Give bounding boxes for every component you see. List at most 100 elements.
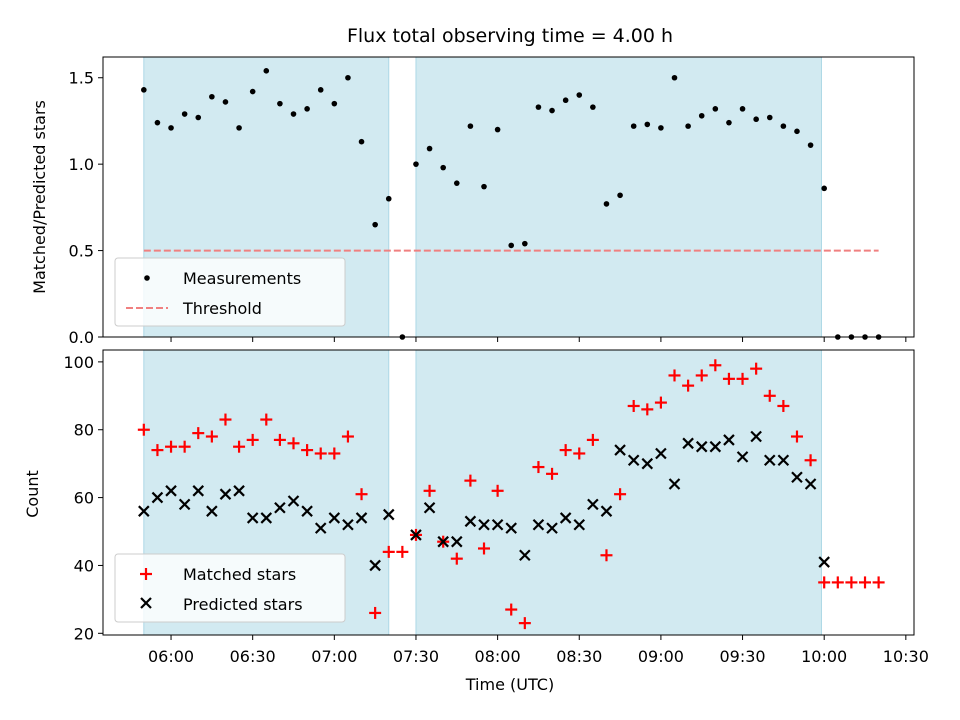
predicted-star-point xyxy=(451,535,463,548)
matched-star-point xyxy=(859,576,872,589)
predicted-star-point xyxy=(777,454,790,467)
matched-star-point xyxy=(205,430,218,443)
measurement-point xyxy=(766,114,773,121)
predicted-star-point xyxy=(709,440,722,453)
predicted-star-point xyxy=(314,522,327,534)
predicted-star-point xyxy=(178,498,191,511)
matched-star-point xyxy=(722,372,735,385)
legend-predicted-marker xyxy=(140,597,152,609)
matched-star-point xyxy=(178,440,191,453)
y-tick-label: 0.5 xyxy=(69,242,94,261)
predicted-star-point xyxy=(532,518,545,531)
matched-star-point xyxy=(559,444,572,457)
predicted-star-point xyxy=(573,518,586,531)
predicted-star-point xyxy=(328,512,341,524)
matched-star-point xyxy=(818,576,831,589)
matched-star-point xyxy=(627,399,640,412)
x-tick-label: 10:00 xyxy=(801,647,847,666)
y-tick-label: 80 xyxy=(74,421,94,440)
predicted-star-point xyxy=(750,430,762,443)
matched-star-point xyxy=(750,362,763,375)
matched-star-point xyxy=(464,474,477,487)
predicted-star-point xyxy=(491,518,504,531)
predicted-star-point xyxy=(682,437,694,450)
measurement-point xyxy=(794,128,800,135)
x-tick-label: 07:00 xyxy=(311,647,357,666)
matched-star-point xyxy=(736,372,749,385)
y-tick-label: 100 xyxy=(63,353,94,372)
predicted-star-point xyxy=(641,457,654,470)
matched-star-point xyxy=(246,433,259,446)
matched-star-point xyxy=(382,545,395,558)
matched-star-point xyxy=(695,369,708,382)
predicted-star-point xyxy=(151,491,164,504)
measurement-point xyxy=(807,142,814,148)
matched-star-point xyxy=(682,379,695,392)
predicted-star-point xyxy=(246,512,259,524)
y-tick-label: 40 xyxy=(74,556,94,575)
measurement-point xyxy=(617,192,623,199)
predicted-star-point xyxy=(437,535,449,548)
predicted-star-point xyxy=(464,515,477,528)
measurement-point xyxy=(209,93,215,100)
predicted-star-point xyxy=(287,495,300,507)
measurement-point xyxy=(195,114,202,121)
matched-star-point xyxy=(355,488,368,501)
matched-star-point xyxy=(273,433,286,446)
observing-window-shade xyxy=(415,349,822,636)
predicted-star-point xyxy=(219,488,232,500)
matched-star-point xyxy=(192,427,205,440)
legend-measurements-label: Measurements xyxy=(183,269,301,288)
measurement-point xyxy=(304,106,310,112)
measurement-point xyxy=(698,112,705,119)
measurement-point xyxy=(358,138,365,145)
measurement-point xyxy=(644,121,651,128)
matched-star-point xyxy=(423,484,436,497)
matched-star-point xyxy=(328,447,341,460)
x-axis-label: Time (UTC) xyxy=(465,675,554,694)
measurement-point xyxy=(712,106,719,112)
predicted-star-point xyxy=(627,454,640,467)
measurement-point xyxy=(181,111,188,117)
matched-star-point xyxy=(600,549,613,562)
measurement-point xyxy=(549,107,555,114)
matched-star-point xyxy=(505,603,518,616)
measurement-point xyxy=(780,123,787,129)
predicted-star-point xyxy=(165,485,177,497)
measurement-point xyxy=(426,145,433,152)
predicted-star-point xyxy=(410,529,422,541)
measurement-point xyxy=(562,97,569,104)
measurement-point xyxy=(168,125,174,131)
legend-matched-label: Matched stars xyxy=(183,565,296,584)
measurement-point xyxy=(671,74,678,81)
legend-threshold-label: Threshold xyxy=(182,299,262,318)
measurement-point xyxy=(726,119,732,126)
x-tick-label: 09:00 xyxy=(638,647,684,666)
predicted-star-point xyxy=(355,512,368,524)
predicted-star-point xyxy=(423,501,436,514)
measurement-point xyxy=(603,201,610,207)
measurement-point xyxy=(154,119,161,126)
measurement-point xyxy=(481,183,487,190)
measurement-point xyxy=(263,68,270,74)
y-tick-label: 1.0 xyxy=(69,155,94,174)
y-axis-label-ratio: Matched/Predicted stars xyxy=(30,100,49,294)
matched-star-point xyxy=(260,413,273,426)
measurement-point xyxy=(413,161,419,167)
plot-frame xyxy=(102,56,915,338)
predicted-star-point xyxy=(668,478,681,490)
matched-star-point xyxy=(518,617,531,630)
predicted-star-point xyxy=(369,559,381,572)
plot-panel-count: 06:00 06:30 07:00 07:30 08:00 08:30 09:00 09:30… xyxy=(23,349,929,694)
matched-star-point xyxy=(491,484,504,497)
measurement-point xyxy=(821,185,827,192)
measurement-point xyxy=(277,100,283,107)
predicted-star-point xyxy=(478,518,490,531)
predicted-star-point xyxy=(192,485,205,497)
measurement-point xyxy=(576,92,583,98)
measurement-point xyxy=(494,126,501,133)
x-tick-label: 10:30 xyxy=(883,647,929,666)
matched-star-point xyxy=(763,389,776,402)
x-tick-label: 09:30 xyxy=(719,647,765,666)
matched-star-point xyxy=(831,576,844,589)
